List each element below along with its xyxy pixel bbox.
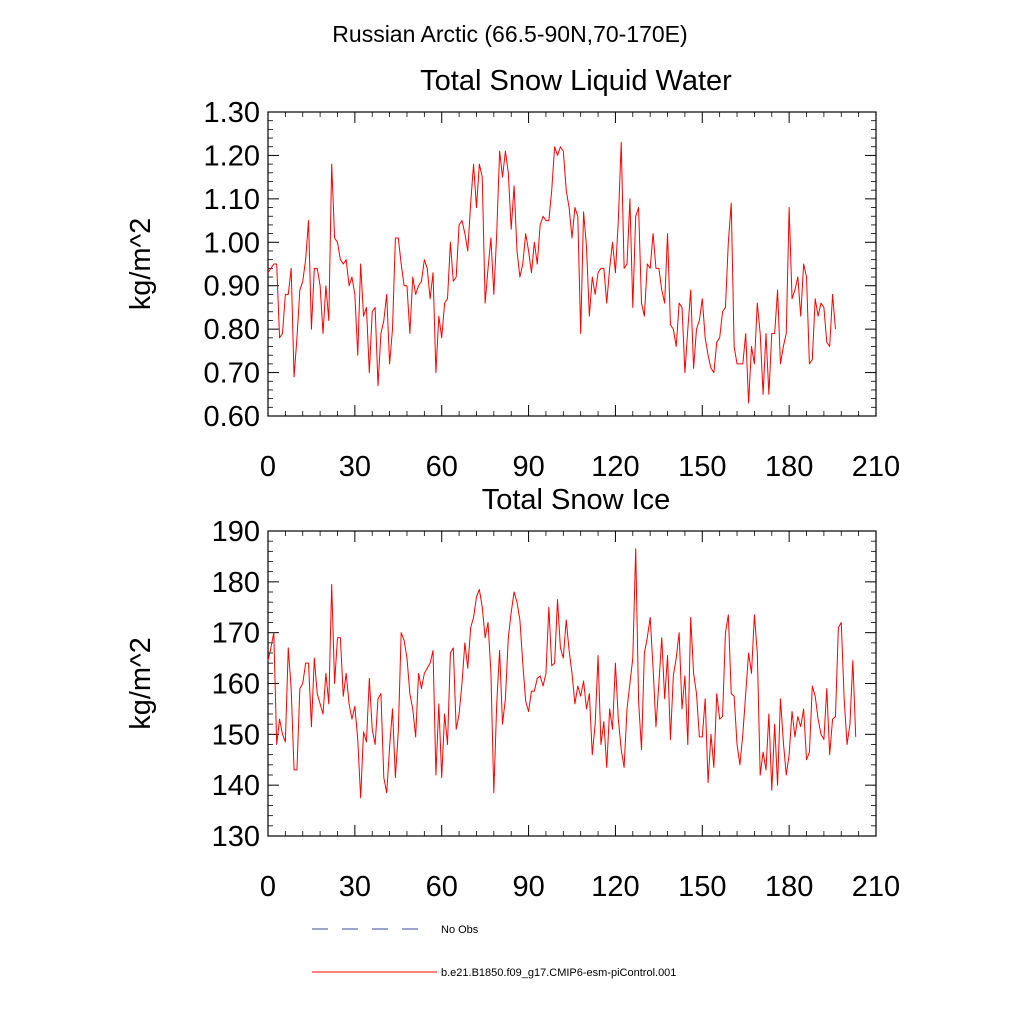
x-tick-label: 120 [591, 871, 639, 903]
y-tick-label: 0.90 [204, 271, 260, 303]
x-tick-label: 30 [339, 871, 371, 903]
x-tick-label: 60 [426, 451, 458, 483]
series-line [267, 141, 836, 404]
figure-suptitle: Russian Arctic (66.5-90N,70-170E) [332, 21, 687, 47]
y-tick-label: 1.10 [204, 184, 260, 216]
x-tick-label: 0 [260, 451, 276, 483]
series-line [267, 548, 857, 799]
panel-total-snow-liquid-water: Total Snow Liquid Water kg/m^2 0 30 60 90 120 1… [125, 65, 900, 483]
y-tick-label: 0.60 [204, 401, 260, 433]
legend: No Obs b.e21.B1850.f09_g17.CMIP6-esm-piCo… [312, 924, 676, 979]
y-tick-label: 140 [212, 770, 260, 802]
y-tick-label: 130 [212, 821, 260, 853]
y-tick-label: 1.20 [204, 140, 260, 172]
y-tick-label: 190 [212, 516, 260, 548]
chart-title: Total Snow Liquid Water [420, 65, 732, 97]
y-tick-label: 180 [212, 567, 260, 599]
x-tick-label: 120 [591, 451, 639, 483]
x-tick-label: 180 [765, 451, 813, 483]
panel-total-snow-ice: Total Snow Ice kg/m^2 0 30 60 90 120 150 180 210 1… [125, 484, 900, 903]
y-tick-label: 160 [212, 669, 260, 701]
chart-title: Total Snow Ice [482, 484, 671, 516]
y-tick-label: 0.70 [204, 358, 260, 390]
y-tick-label: 170 [212, 618, 260, 650]
y-axis-label: kg/m^2 [125, 218, 157, 311]
y-axis-label: kg/m^2 [125, 637, 157, 730]
x-tick-label: 60 [426, 871, 458, 903]
plot-frame [267, 111, 877, 417]
legend-label: b.e21.B1850.f09_g17.CMIP6-esm-piControl.… [441, 967, 676, 979]
plot-frame [267, 530, 877, 837]
y-tick-label: 0.80 [204, 314, 260, 346]
x-tick-label: 30 [339, 451, 371, 483]
x-tick-label: 0 [260, 871, 276, 903]
x-tick-label: 90 [512, 871, 544, 903]
legend-label: No Obs [441, 924, 479, 936]
y-tick-label: 1.00 [204, 227, 260, 259]
x-tick-label: 210 [852, 451, 900, 483]
x-tick-label: 210 [852, 871, 900, 903]
x-tick-label: 90 [512, 451, 544, 483]
x-tick-label: 150 [678, 871, 726, 903]
y-tick-label: 150 [212, 719, 260, 751]
x-tick-label: 150 [678, 451, 726, 483]
x-tick-label: 180 [765, 871, 813, 903]
y-tick-label: 1.30 [204, 97, 260, 129]
